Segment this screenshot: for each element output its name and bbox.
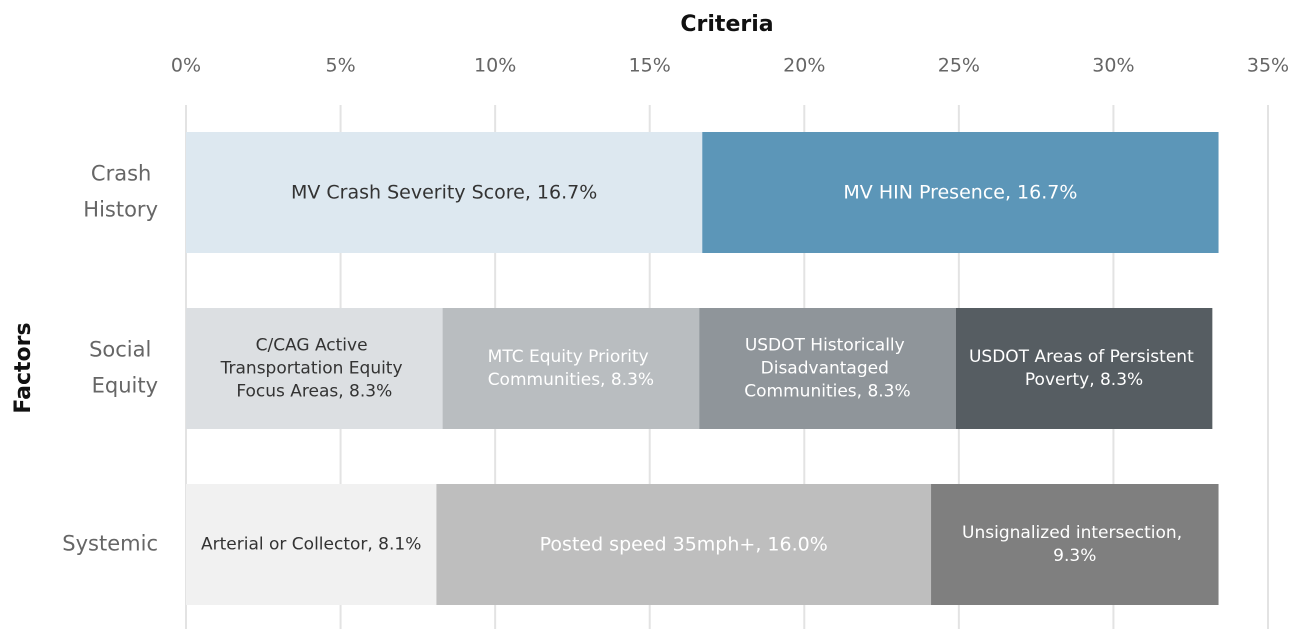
segment-label: C/CAG Active Transportation Equity Focus…: [220, 336, 408, 402]
segment-label: MV HIN Presence, 16.7%: [843, 181, 1077, 203]
segment-label: USDOT Historically Disadvantaged Communi…: [744, 336, 910, 402]
x-tick-label: 0%: [171, 55, 201, 77]
bar-segment: [442, 308, 700, 429]
bar-segment: [702, 132, 1219, 253]
bar-segment: [955, 308, 1213, 429]
y-tick-label: Systemic: [62, 532, 158, 556]
bar-segment: [699, 308, 956, 429]
x-tick-label: 35%: [1247, 55, 1289, 77]
segment-label: Arterial or Collector, 8.1%: [201, 535, 421, 555]
bars: MV Crash Severity Score, 16.7% MV HIN Pre…: [186, 132, 1219, 605]
y-axis-label: Factors: [11, 322, 36, 413]
y-tick-label: Social Equity: [89, 338, 158, 398]
chart-title: Criteria: [680, 12, 773, 37]
segment-label: USDOT Areas of Persistent Poverty, 8.3%: [969, 347, 1199, 390]
segment-label: MTC Equity Priority Communities, 8.3%: [488, 347, 654, 390]
segment-label: MV Crash Severity Score, 16.7%: [291, 181, 597, 203]
segment-label: Posted speed 35mph+, 16.0%: [540, 533, 828, 555]
x-tick-label: 25%: [938, 55, 980, 77]
segment-label: Unsignalized intersection, 9.3%: [962, 523, 1187, 566]
x-tick-label: 5%: [325, 55, 355, 77]
bar-segment: [186, 308, 443, 429]
x-tick-label: 30%: [1092, 55, 1134, 77]
bar-segment: [186, 132, 703, 253]
x-tick-label: 20%: [783, 55, 825, 77]
bar-segment: [436, 484, 932, 605]
y-tick-label: Crash History: [83, 162, 158, 222]
x-tick-label: 15%: [629, 55, 671, 77]
x-tick-label: 10%: [474, 55, 516, 77]
bar-segment: [931, 484, 1219, 605]
bar-segment: [186, 484, 437, 605]
